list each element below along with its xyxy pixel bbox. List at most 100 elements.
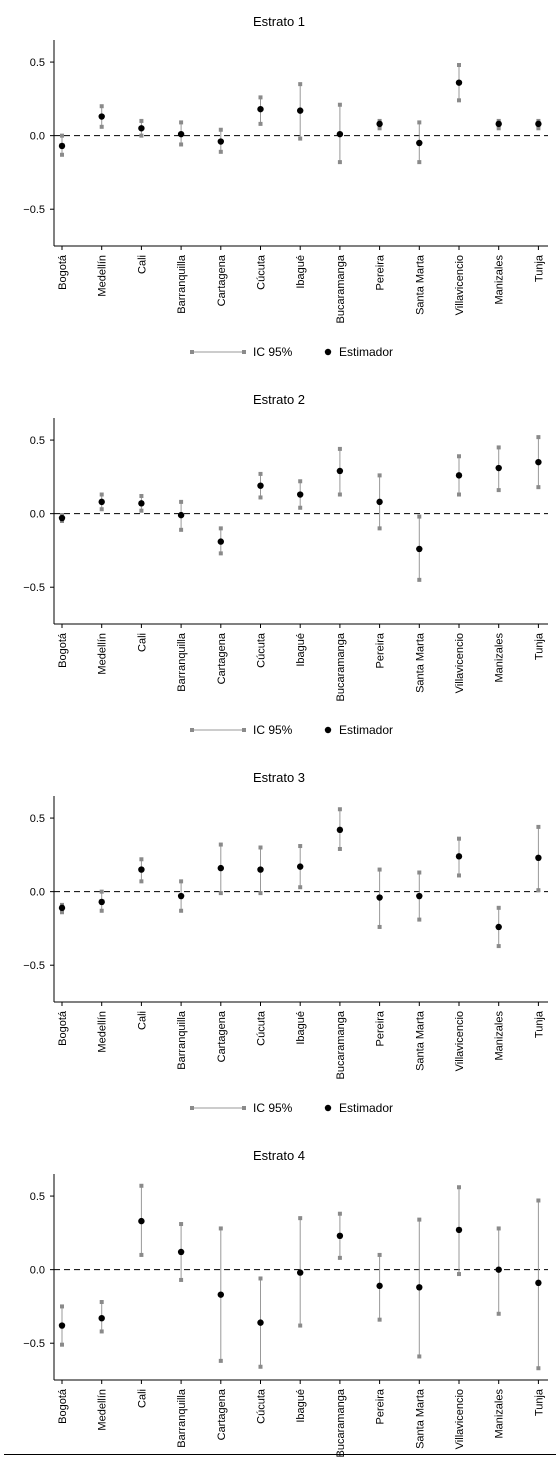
estimate-point — [336, 826, 344, 834]
estimate-point — [495, 464, 502, 472]
ci-lower-marker — [457, 98, 461, 103]
ci-upper-marker — [496, 1226, 501, 1231]
ci-upper-marker — [377, 473, 382, 478]
y-tick-label: 0.5 — [30, 813, 45, 825]
x-tick-label: Medellín — [97, 1011, 109, 1053]
legend-estimate-marker — [324, 1104, 332, 1112]
estimate-point — [455, 79, 463, 86]
legend-ci-marker — [190, 728, 194, 732]
y-tick-label: 0.5 — [30, 57, 45, 69]
ci-upper-marker — [457, 63, 461, 68]
ci-lower-marker — [417, 917, 422, 922]
x-tick-label: Cartagena — [216, 254, 228, 306]
x-tick-label: Medellín — [97, 633, 109, 675]
x-tick-label: Bogotá — [57, 632, 69, 668]
ci-upper-marker — [218, 127, 223, 132]
ci-lower-marker — [298, 136, 303, 141]
ci-upper-marker — [218, 526, 223, 531]
x-tick-label: Pereira — [375, 1010, 387, 1046]
estimate-point — [257, 105, 264, 113]
estimate-point — [416, 892, 423, 900]
estimate-point — [455, 1226, 463, 1234]
ci-upper-marker — [179, 879, 184, 884]
estimate-point — [455, 853, 463, 860]
x-tick-label: Bucaramanga — [335, 1010, 347, 1079]
x-tick-label: Barranquilla — [176, 1010, 188, 1070]
y-tick-label: 0.0 — [30, 509, 45, 521]
x-tick-label: Cali — [136, 1389, 148, 1408]
x-tick-label: Cali — [136, 255, 148, 274]
ci-upper-marker — [60, 133, 64, 138]
ci-lower-marker — [377, 126, 382, 131]
estimate-point — [495, 1266, 502, 1273]
estimate-point — [416, 545, 423, 553]
estimate-point — [416, 139, 423, 147]
x-tick-label: Tunja — [533, 632, 545, 660]
x-tick-label: Cúcuta — [256, 1010, 268, 1046]
ci-lower-marker — [377, 1317, 382, 1322]
ci-upper-marker — [337, 807, 342, 812]
ci-lower-marker — [139, 508, 144, 513]
legend-ci-marker — [242, 1106, 246, 1110]
x-tick-label: Barranquilla — [176, 1388, 188, 1448]
ci-lower-marker — [258, 891, 263, 896]
ci-lower-marker — [337, 846, 342, 851]
estimate-point — [98, 1315, 105, 1322]
y-tick-label: 0.0 — [30, 131, 45, 143]
estimate-point — [58, 904, 66, 912]
estimate-point — [336, 467, 344, 475]
estimate-point — [297, 107, 304, 114]
ci-lower-marker — [99, 1329, 104, 1334]
ci-lower-marker — [218, 551, 223, 556]
ci-lower-marker — [179, 527, 184, 532]
chart-panel-2: Estrato 2 0.5 0.0 −0.5 Bogotá Medellín Cali Bar… — [23, 392, 548, 737]
ci-upper-marker — [337, 102, 342, 107]
ci-lower-marker — [377, 526, 382, 531]
ci-upper-marker — [298, 479, 303, 484]
ci-lower-marker — [337, 160, 342, 165]
ci-upper-marker — [457, 836, 461, 841]
x-tick-label: Cúcuta — [256, 632, 268, 668]
ci-upper-marker — [536, 1198, 541, 1203]
ci-lower-marker — [496, 944, 501, 949]
estimate-point — [257, 866, 264, 873]
ci-lower-marker — [457, 1272, 461, 1277]
ci-upper-marker — [179, 120, 184, 125]
ci-lower-marker — [60, 152, 64, 157]
ci-upper-marker — [417, 514, 422, 519]
ci-upper-marker — [139, 1183, 144, 1188]
estimate-point — [138, 125, 145, 132]
ci-lower-marker — [258, 1364, 263, 1369]
ci-upper-marker — [258, 845, 263, 850]
estimate-point — [376, 894, 383, 901]
ci-upper-marker — [60, 1304, 64, 1309]
legend-estimate-label: Estimador — [339, 723, 393, 737]
estimate-point — [177, 892, 185, 900]
ci-lower-marker — [258, 495, 263, 500]
ci-upper-marker — [99, 104, 104, 109]
y-tick-label: −0.5 — [23, 1338, 45, 1350]
ci-upper-marker — [179, 499, 184, 504]
estimate-point — [297, 1269, 304, 1276]
x-tick-label: Manizales — [494, 1011, 506, 1061]
ci-lower-marker — [139, 1252, 144, 1257]
x-tick-label: Barranquilla — [176, 254, 188, 314]
x-tick-label: Pereira — [375, 632, 387, 668]
ci-lower-marker — [218, 891, 223, 896]
ci-lower-marker — [179, 142, 184, 147]
x-tick-label: Cúcuta — [256, 1388, 268, 1424]
ci-upper-marker — [496, 905, 501, 910]
ci-lower-marker — [60, 1342, 64, 1347]
ci-upper-marker — [536, 435, 541, 440]
ci-lower-marker — [536, 888, 541, 893]
legend-estimate-label: Estimador — [339, 345, 393, 359]
ci-lower-marker — [417, 160, 422, 165]
bottom-rule — [4, 1454, 556, 1455]
ci-lower-marker — [457, 492, 461, 497]
y-tick-label: −0.5 — [23, 582, 45, 594]
legend-ci-label: IC 95% — [253, 723, 293, 737]
ci-lower-marker — [298, 505, 303, 510]
ci-lower-marker — [496, 1311, 501, 1316]
estimate-point — [138, 866, 145, 873]
